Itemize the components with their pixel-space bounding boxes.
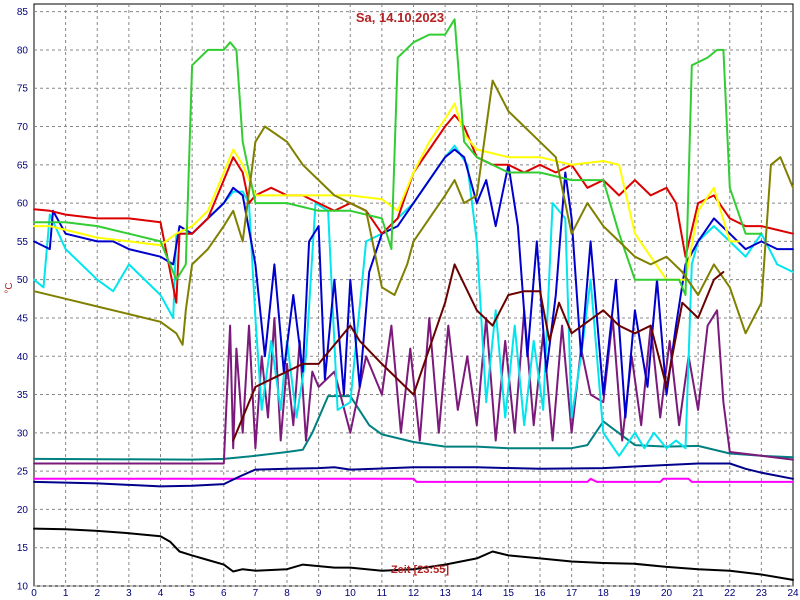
x-axis-label: Zeit [23:55] <box>391 564 449 576</box>
x-tick-label: 5 <box>189 588 195 599</box>
x-axis: 0 1 2 3 4 5 6 7 8 9 10 11 12 13 14 15 16 17 18 19 20 21 22 23 24 <box>31 588 799 599</box>
x-tick-label: 20 <box>661 588 673 599</box>
chart-title: Sa, 14.10.2023 <box>356 10 444 25</box>
x-tick-label: 15 <box>503 588 515 599</box>
x-tick-label: 3 <box>126 588 132 599</box>
y-tick-label: 85 <box>17 7 29 18</box>
x-tick-label: 8 <box>284 588 290 599</box>
x-tick-label: 21 <box>693 588 705 599</box>
x-tick-label: 14 <box>471 588 483 599</box>
series-line-5 <box>33 309 794 465</box>
series-line-1 <box>33 527 794 581</box>
y-tick-label: 20 <box>17 505 29 516</box>
series-line-3 <box>33 462 794 488</box>
y-tick-label: 45 <box>17 313 29 324</box>
y-tick-label: 30 <box>17 428 29 439</box>
x-tick-label: 16 <box>534 588 546 599</box>
x-tick-label: 2 <box>94 588 100 599</box>
x-tick-label: 13 <box>440 588 452 599</box>
y-tick-label: 25 <box>17 467 29 478</box>
y-tick-label: 60 <box>17 199 29 210</box>
y-tick-label: 55 <box>17 237 29 248</box>
series-line-11 <box>33 79 794 346</box>
x-tick-label: 19 <box>629 588 641 599</box>
x-tick-label: 24 <box>787 588 799 599</box>
y-tick-label: 35 <box>17 390 29 401</box>
series-line-9 <box>33 102 741 281</box>
y-tick-label: 10 <box>17 582 29 593</box>
y-tick-label: 50 <box>17 275 29 286</box>
x-tick-label: 17 <box>566 588 578 599</box>
x-tick-label: 22 <box>724 588 736 599</box>
x-tick-label: 1 <box>63 588 69 599</box>
x-tick-label: 4 <box>158 588 164 599</box>
y-tick-label: 75 <box>17 84 29 95</box>
x-tick-label: 11 <box>377 588 388 599</box>
series-line-12 <box>232 263 725 442</box>
y-tick-label: 40 <box>17 352 29 363</box>
y-axis: 10 15 20 25 30 35 40 45 50 55 60 65 70 75 80 85 <box>17 7 29 592</box>
x-tick-label: 10 <box>345 588 357 599</box>
series-line-8 <box>33 114 794 304</box>
y-axis-label: °C <box>4 282 15 293</box>
x-tick-label: 7 <box>253 588 259 599</box>
x-tick-label: 0 <box>31 588 37 599</box>
x-tick-label: 18 <box>598 588 610 599</box>
x-tick-label: 9 <box>316 588 322 599</box>
x-tick-label: 6 <box>221 588 227 599</box>
y-tick-label: 70 <box>17 122 29 133</box>
series-line-2 <box>33 477 794 483</box>
x-tick-label: 23 <box>756 588 768 599</box>
x-tick-label: 12 <box>408 588 420 599</box>
y-tick-label: 80 <box>17 45 29 56</box>
y-tick-label: 15 <box>17 543 29 554</box>
series-group <box>33 18 794 581</box>
y-tick-label: 65 <box>17 160 29 171</box>
series-line-4 <box>33 395 794 461</box>
series-line-10 <box>33 18 763 296</box>
